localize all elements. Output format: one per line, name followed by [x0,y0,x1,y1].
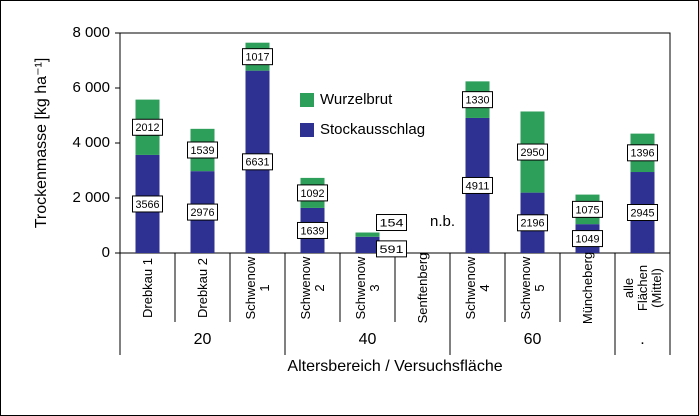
x-tick-label: Drebkau 1 [139,258,155,318]
value-label: 2950 [521,147,545,159]
value-label-box [187,141,218,159]
value-label-box [572,230,603,248]
group-label: 40 [359,331,377,348]
value-label-box [517,214,548,232]
value-label-box [242,153,273,171]
x-axis-title: Altersbereich / Versuchsfläche [287,358,502,375]
x-tick-label: Drebkau 2 [194,258,210,318]
value-label: 2012 [136,122,160,134]
value-label: 1396 [631,148,655,160]
value-label: 2196 [521,218,545,230]
x-tick-label: Schwenow 1 [242,256,272,320]
y-tick-label: 0 [102,244,110,261]
value-label-box [187,203,218,221]
value-label-box [462,176,493,194]
value-label: 1639 [301,225,325,237]
value-label: 6631 [246,157,270,169]
x-tick-label: Schwenow 4 [462,256,492,320]
x-tick-label: Müncheberg [579,251,595,325]
value-label: 1330 [466,95,490,107]
value-label: 1092 [301,188,325,200]
value-label: 2976 [191,207,215,219]
group-label: . [640,331,644,348]
value-label-box [376,214,407,232]
value-label-box [462,91,493,109]
value-label: 1539 [191,145,215,157]
value-label: 154 [380,217,404,229]
x-tick-label: Schwenow 2 [297,256,327,320]
legend-swatch [300,123,314,137]
group-label: 20 [194,331,212,348]
legend-swatch [300,93,314,107]
value-label-box [132,118,163,136]
x-tick-label: Schwenow 3 [352,256,382,320]
value-label: 4911 [466,180,490,192]
y-tick-label: 2 000 [72,189,110,206]
value-label: 1017 [246,52,270,64]
value-label-box [297,184,328,202]
y-tick-label: 6 000 [72,79,110,96]
bar-segment [355,236,380,253]
value-label: 591 [380,244,404,256]
value-label-box [572,200,603,218]
value-label: 1075 [576,204,600,216]
y-tick-label: 4 000 [72,134,110,151]
value-label-box [627,144,658,162]
group-label: 60 [524,331,542,348]
x-tick-label: Schwenow 5 [517,256,547,320]
y-tick-label: 8 000 [72,24,110,41]
value-label-box [517,143,548,161]
y-axis-title: Trockenmasse [kg ha⁻¹] [33,58,50,229]
value-label-box [627,204,658,222]
x-tick-label: alle Flächen (Mittel) [620,264,664,312]
value-label-box [242,48,273,66]
value-label-box [376,240,407,258]
bar-segment [355,232,380,237]
value-label-box [297,221,328,239]
value-label: 1049 [576,233,600,245]
annotation: n.b. [430,213,455,230]
legend-label: Stockausschlag [320,121,425,138]
legend-label: Wurzelbrut [320,91,393,108]
value-label-box [132,195,163,213]
x-tick-label: Senftenberg [414,252,430,324]
value-label: 2945 [631,207,655,219]
value-label: 3566 [136,199,160,211]
